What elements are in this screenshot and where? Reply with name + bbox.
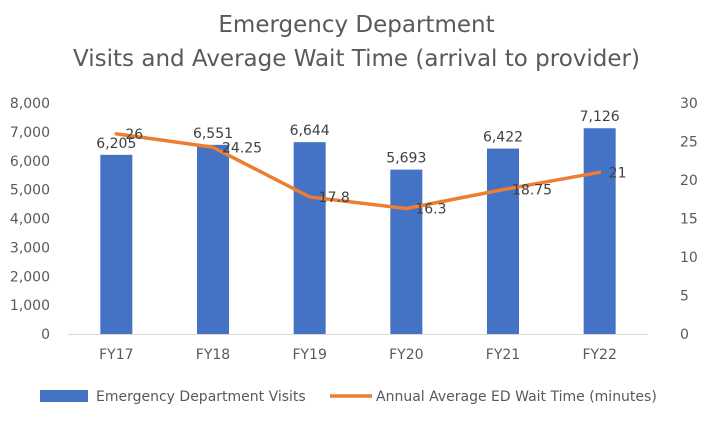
x-tick-label: FY21 [486, 347, 520, 363]
x-tick-label: FY18 [196, 347, 230, 363]
line-wait-time [114, 132, 602, 211]
chart-title-line-2: Visits and Average Wait Time (arrival to… [73, 46, 640, 72]
x-tick-label: FY20 [389, 347, 423, 363]
y-right-tick-label: 20 [680, 173, 698, 189]
bar-visits [487, 148, 519, 334]
y-right-tick-label: 5 [680, 289, 689, 305]
y-left-tick-label: 6,000 [10, 154, 50, 170]
bar-visits [390, 169, 423, 334]
bar-data-label: 7,126 [580, 109, 620, 125]
legend-swatch-visits [40, 390, 88, 402]
bar-data-label: 6,644 [290, 123, 330, 139]
y-left-tick-label: 7,000 [10, 125, 50, 141]
line-data-label: 24.25 [222, 140, 262, 156]
y-left-tick-label: 5,000 [10, 183, 50, 199]
y-left-tick-label: 2,000 [10, 269, 50, 285]
line-data-label: 17.8 [319, 190, 350, 206]
y-left-tick-label: 3,000 [10, 240, 50, 256]
y-right-tick-label: 10 [680, 250, 698, 266]
bar-data-label: 6,551 [193, 126, 233, 142]
y-right-tick-label: 0 [680, 327, 689, 343]
line-data-label: 18.75 [512, 183, 552, 199]
line-data-label: 21 [609, 165, 627, 181]
y-left-tick-label: 0 [41, 327, 50, 343]
x-tick-label: FY19 [292, 347, 326, 363]
y-left-tick-label: 4,000 [10, 212, 50, 228]
legend-label-visits: Emergency Department Visits [96, 389, 306, 405]
y-left-tick-label: 8,000 [10, 96, 50, 112]
bar-visits [293, 142, 326, 334]
bar-visits [583, 128, 616, 334]
x-tick-label: FY22 [582, 347, 616, 363]
x-tick-label: FY17 [99, 347, 133, 363]
y-right-tick-label: 30 [680, 96, 698, 112]
bar-visits [100, 154, 133, 334]
line-data-label: 26 [125, 127, 143, 143]
chart-title-line-1: Emergency Department [218, 12, 495, 38]
y-left-tick-label: 1,000 [10, 298, 50, 314]
y-right-tick-label: 25 [680, 135, 698, 151]
bar-data-label: 5,693 [386, 151, 426, 167]
bar-data-label: 6,205 [96, 136, 136, 152]
y-right-tick-label: 15 [680, 212, 698, 228]
bar-visits [197, 144, 229, 334]
line-data-label: 16.3 [415, 201, 446, 217]
bar-data-label: 6,422 [483, 130, 523, 146]
legend-label-wait-time: Annual Average ED Wait Time (minutes) [376, 389, 657, 405]
